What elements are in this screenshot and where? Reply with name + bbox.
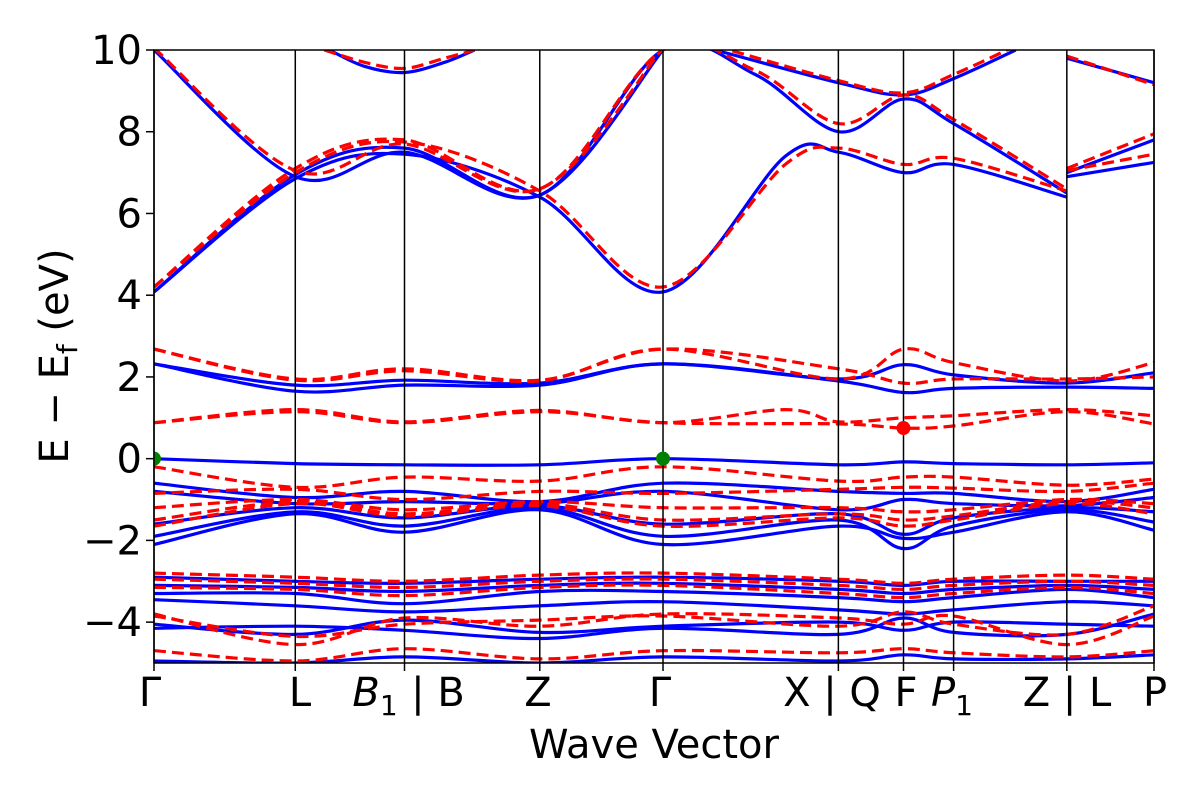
dft-band-line [154, 457, 1154, 467]
model-band-line [154, 604, 1154, 639]
extremum-marker [154, 451, 161, 466]
y-tick-label: 8 [117, 110, 142, 156]
model-band-line [154, 647, 1154, 663]
dft-band-line [154, 506, 1154, 551]
extremum-marker [896, 421, 911, 436]
dft-band-line [154, 142, 1068, 294]
model-band-line [154, 499, 1154, 522]
model-band-line [154, 481, 1154, 502]
dft-band-line [154, 653, 1154, 663]
y-tick-label: −2 [83, 518, 142, 564]
model-band-line [154, 612, 1154, 647]
x-tick-label: X | Q [783, 670, 881, 716]
model-band-line [154, 571, 1154, 585]
y-tick-label: −4 [83, 600, 142, 646]
x-axis-ticks: Γ L B1 | B Z Γ X | Q F P1 Z | L P [139, 663, 1167, 722]
x-tick-label: F [894, 670, 917, 716]
dft-band-line [1066, 160, 1154, 179]
y-axis-label-main: E − E [32, 354, 78, 464]
x-axis-label: Wave Vector [529, 722, 780, 768]
x-tick-label: | B [411, 670, 465, 716]
dft-band-line [154, 481, 1154, 504]
model-band-line [154, 501, 1154, 528]
x-tick-label: B1 [352, 670, 397, 722]
dft-band-line [154, 508, 1154, 547]
y-tick-label: 4 [117, 273, 142, 319]
dft-band-line [154, 581, 1154, 596]
model-band-line [154, 465, 1154, 490]
x-tick-label: P [1143, 670, 1167, 716]
model-band-line [723, 50, 1011, 95]
y-axis-ticks: 10 8 6 4 2 0 −2 −4 [83, 28, 154, 646]
model-band-line [1066, 132, 1154, 170]
y-tick-label: 2 [117, 355, 142, 401]
x-tick-label: Γ [139, 670, 162, 716]
extrema-markers [154, 421, 911, 466]
x-tick-label: L [289, 670, 312, 716]
x-tick-label: Z | L [1023, 670, 1112, 716]
dft-band-line [714, 50, 1017, 97]
x-tick-label: Γ [649, 670, 672, 716]
model-band-line [154, 497, 1154, 514]
y-tick-label: 10 [91, 28, 142, 74]
model-band-line [1066, 152, 1154, 173]
model-band-line [154, 583, 1154, 600]
dft-band-line [154, 598, 1154, 616]
model-band-line [154, 50, 664, 194]
y-axis-label-unit: (eV) [32, 248, 78, 344]
x-tick-label: Z [524, 670, 551, 716]
dft-band-line [154, 587, 1154, 606]
extremum-marker [656, 451, 671, 466]
dft-band-line [154, 575, 1154, 587]
model-band-line [154, 347, 1154, 386]
y-axis-label-subscript: f [51, 343, 84, 354]
bands-layer [154, 50, 1154, 663]
dft-band-line [154, 50, 1068, 294]
y-axis-label: E − Ef (eV) [32, 248, 84, 463]
model-band-line [154, 50, 1068, 289]
y-tick-label: 6 [117, 191, 142, 237]
model-band-line [154, 577, 1154, 592]
model-band-line [154, 410, 1154, 430]
y-tick-label: 0 [117, 437, 142, 483]
x-tick-label: P1 [931, 670, 973, 722]
plot-frame [153, 49, 1155, 664]
model-band-line [1066, 54, 1154, 87]
dft-band-line [154, 612, 1154, 641]
